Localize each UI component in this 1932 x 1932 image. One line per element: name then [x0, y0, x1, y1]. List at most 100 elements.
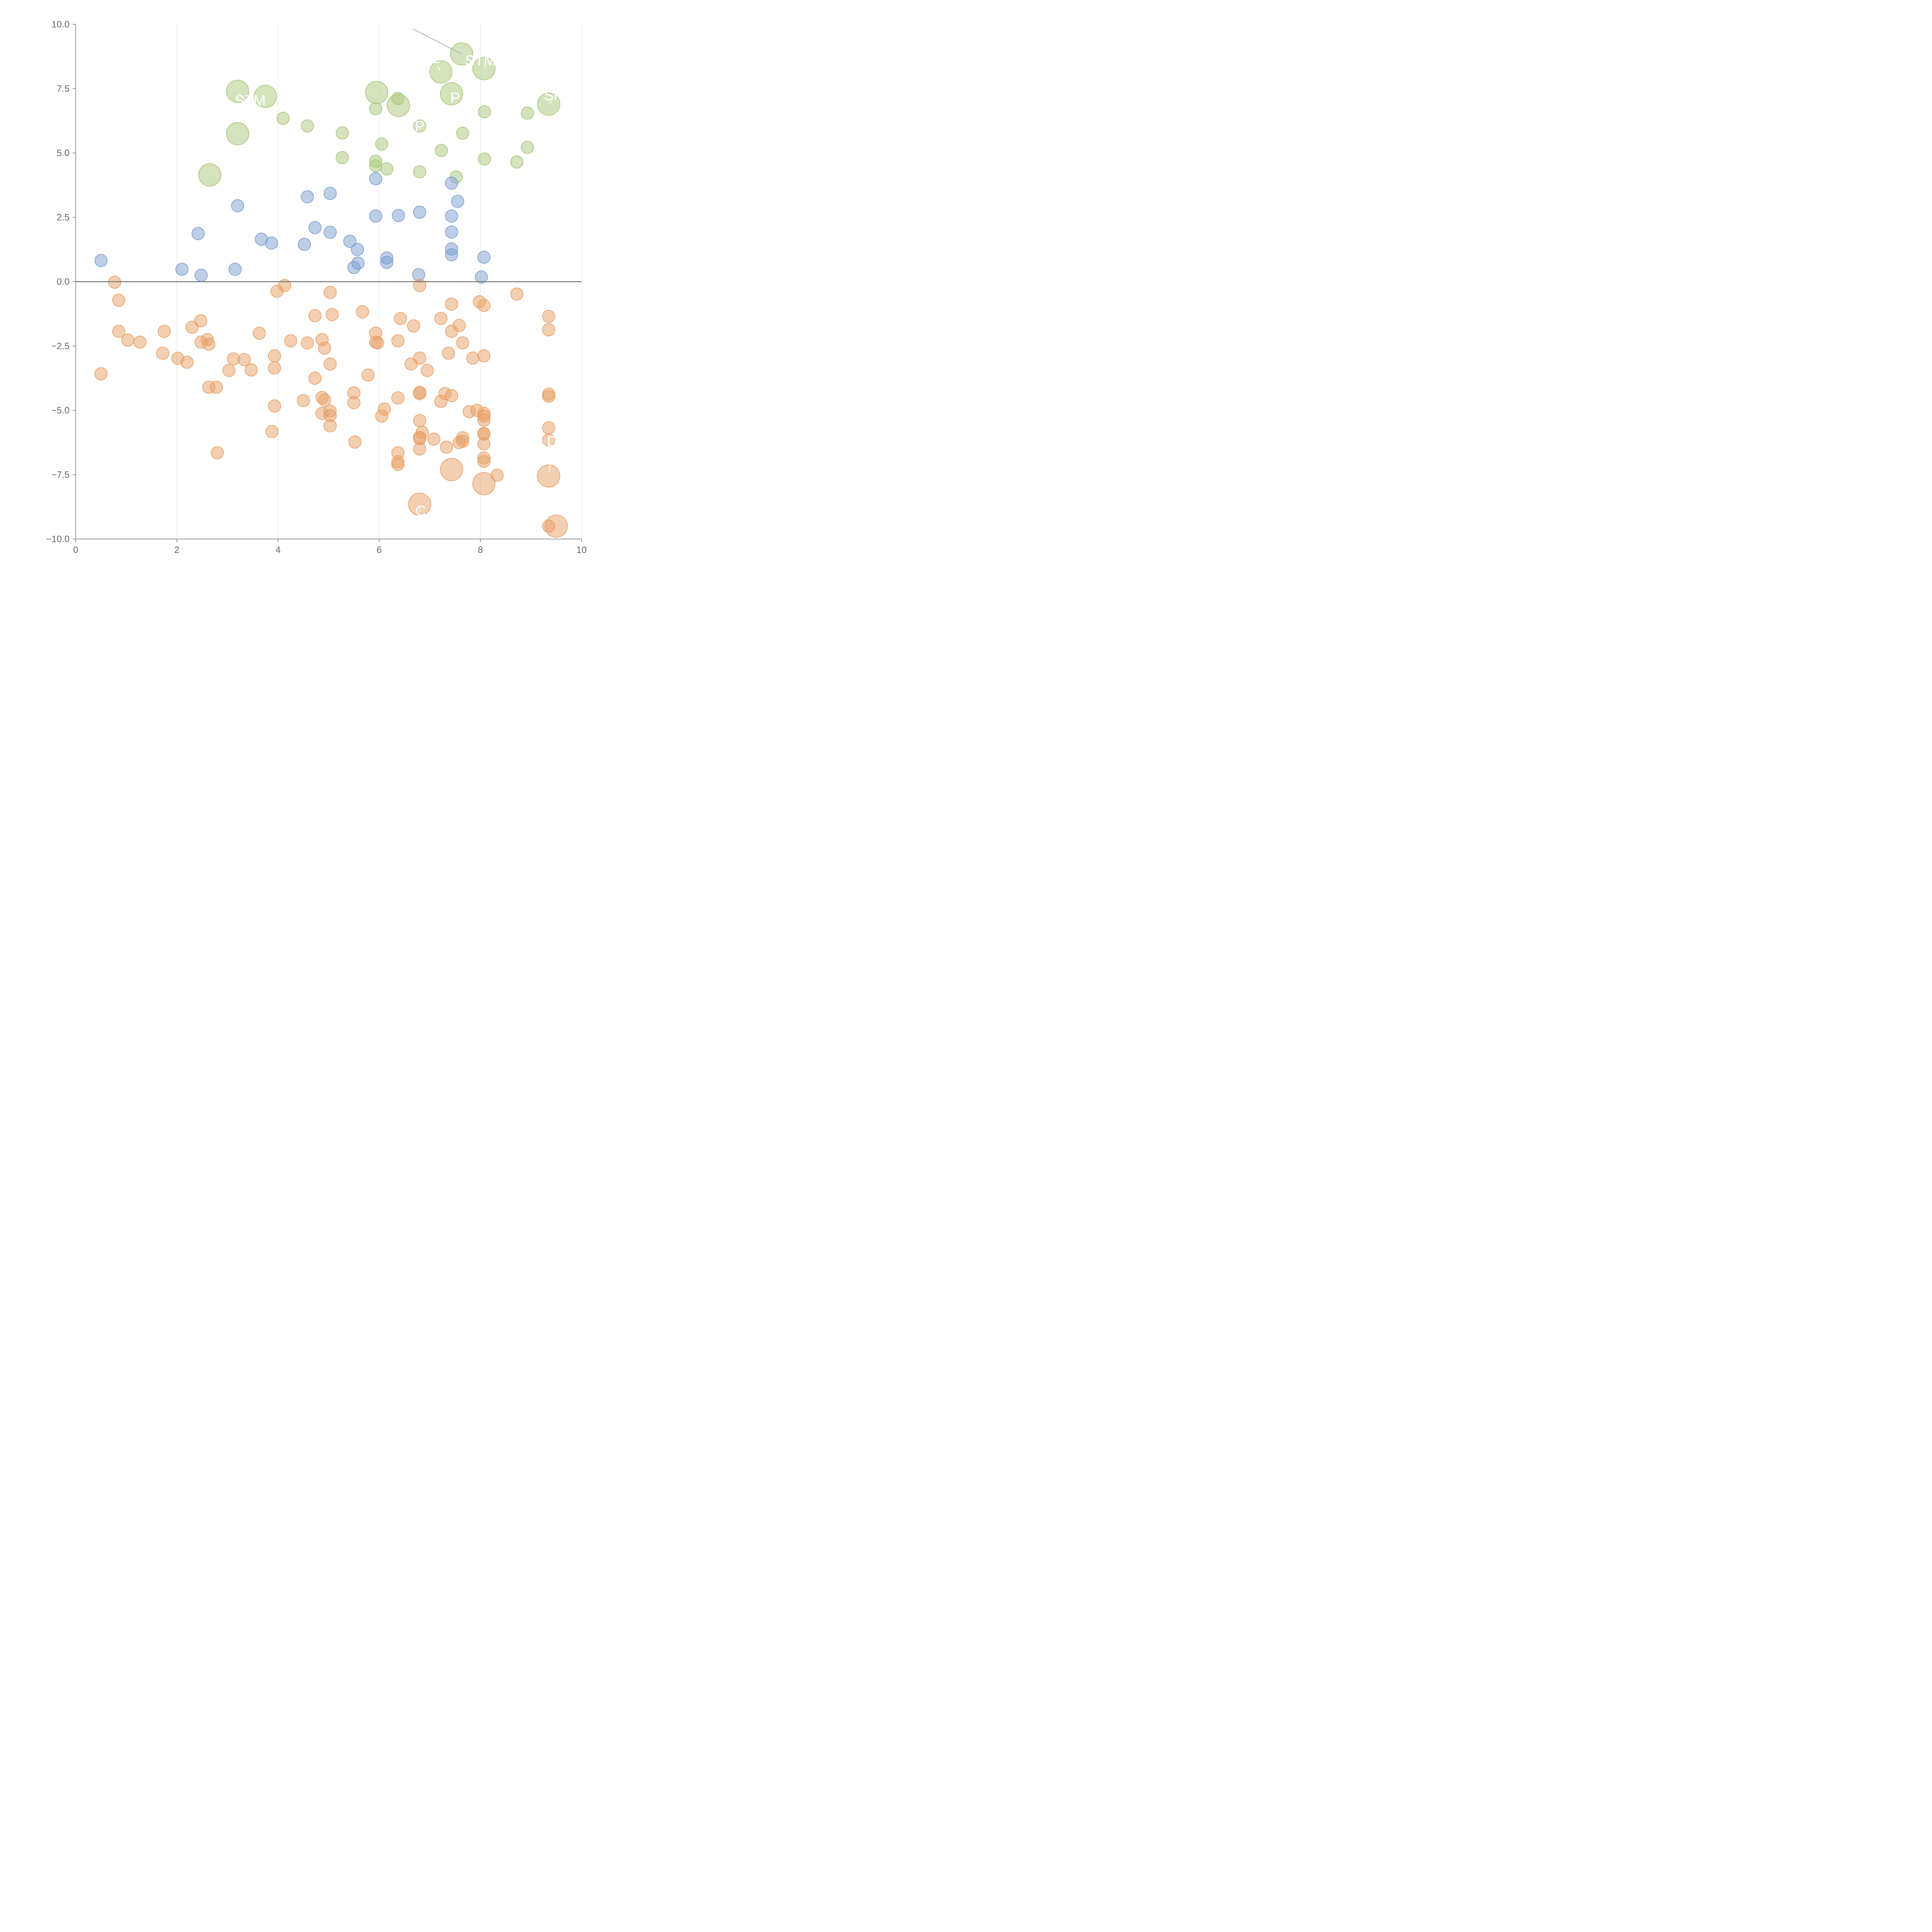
bubble-labels: STM L STMA P SK P D C [235, 29, 563, 519]
blue-bubble [191, 227, 205, 240]
blue-bubble [194, 269, 208, 282]
orange-bubble [308, 371, 322, 385]
orange-bubble [542, 421, 555, 435]
y-tick-label: 0.0 [57, 277, 70, 287]
orange-bubble [318, 341, 332, 355]
blue-bubble [343, 235, 357, 248]
blue-bubble [301, 190, 314, 204]
label-connector [549, 101, 553, 104]
orange-bubble [490, 468, 504, 482]
leader-line [413, 29, 462, 54]
x-tick-label: 2 [174, 545, 179, 555]
x-tick-label: 0 [73, 545, 78, 555]
blue-bubble [445, 209, 458, 223]
orange-bubble [323, 286, 337, 299]
orange-bubble [158, 325, 171, 338]
bubble-label: P [415, 118, 424, 134]
orange-bubble [347, 396, 361, 410]
bubble-label: STMA [465, 53, 506, 69]
orange-bubble [301, 336, 314, 350]
orange-bubble [112, 293, 126, 307]
orange-bubble [348, 435, 362, 449]
orange-bubble [407, 319, 420, 333]
orange-bubble [268, 349, 281, 362]
green-bubble [226, 122, 249, 146]
orange-bubble [297, 394, 310, 407]
green-bubble [335, 151, 349, 164]
x-tick-label: 4 [276, 545, 281, 555]
orange-bubble [413, 351, 427, 365]
x-tick-label: 8 [478, 545, 483, 555]
orange-bubble [537, 464, 560, 488]
orange-bubble [121, 333, 134, 347]
blue-bubble [351, 243, 364, 256]
bubble-label: P [450, 90, 460, 106]
green-bubble [276, 112, 290, 125]
orange-bubble [323, 419, 337, 432]
orange-bubble [318, 393, 332, 407]
blue-bubble [323, 226, 337, 239]
green-bubble [226, 80, 249, 103]
x-tick-label: 10 [577, 545, 587, 555]
orange-bubble [394, 312, 407, 325]
orange-bubble [356, 305, 369, 318]
y-tick-label: −7.5 [51, 470, 70, 480]
orange-bubble [325, 308, 339, 321]
orange-bubble [94, 367, 108, 381]
orange-bubble [265, 425, 279, 438]
label-connector [549, 456, 551, 472]
orange-bubble [415, 425, 429, 439]
orange-bubble [391, 334, 405, 348]
orange-bubble [413, 387, 427, 400]
blue-bubble [369, 172, 383, 185]
green-bubble [380, 162, 394, 176]
orange-bubble [542, 323, 555, 337]
green-bubble [301, 119, 314, 133]
green-bubble [413, 119, 427, 133]
label-connector [239, 93, 246, 101]
orange-bubble [222, 364, 236, 377]
y-tick-label: 5.0 [57, 148, 70, 158]
green-bubble [369, 159, 383, 173]
green-bubble [375, 137, 388, 151]
orange-bubble [112, 325, 126, 338]
orange-bubble [420, 364, 434, 377]
blue-bubble [445, 225, 458, 239]
orange-bubble [323, 357, 337, 371]
bubble-label: C [415, 503, 426, 519]
orange-bubble [408, 493, 432, 516]
label-connector [452, 95, 454, 100]
y-tick-label: 2.5 [57, 213, 70, 223]
orange-bubble [268, 361, 281, 375]
blue-bubble [380, 256, 394, 269]
orange-bubble [268, 399, 281, 413]
bubble-label: STM [235, 93, 265, 109]
orange-bubble [456, 434, 469, 448]
orange-bubble [237, 353, 251, 366]
orange-bubble [108, 276, 121, 289]
green-bubble [440, 82, 463, 105]
blue-bubble [474, 270, 488, 284]
blue-bubble [413, 206, 427, 219]
orange-bubble [180, 355, 194, 369]
y-tick-label: −2.5 [51, 341, 70, 352]
blue-bubble [265, 236, 278, 250]
blue-bubble [228, 263, 242, 276]
orange-bubble [477, 454, 491, 468]
orange-bubble [133, 335, 147, 349]
green-bubble [335, 126, 349, 140]
blue-bubble [298, 238, 311, 251]
y-tick-label: −10.0 [46, 534, 70, 544]
blue-bubble [451, 195, 464, 208]
orange-bubble [434, 312, 448, 325]
green-bubble [365, 81, 388, 104]
orange-bubble [211, 446, 224, 459]
orange-bubble [378, 402, 391, 416]
axes: 0 2 4 6 8 10 −10.0 −7.5 −5.0 −2.5 0.0 2.5 5.0 7.5 10.0 [46, 19, 587, 555]
x-tick-label: 6 [377, 545, 382, 555]
orange-bubble [542, 310, 555, 323]
orange-bubble [472, 472, 496, 495]
y-tick-label: −5.0 [51, 405, 70, 416]
green-bubble [435, 144, 448, 157]
y-tick-label: 10.0 [51, 19, 70, 30]
